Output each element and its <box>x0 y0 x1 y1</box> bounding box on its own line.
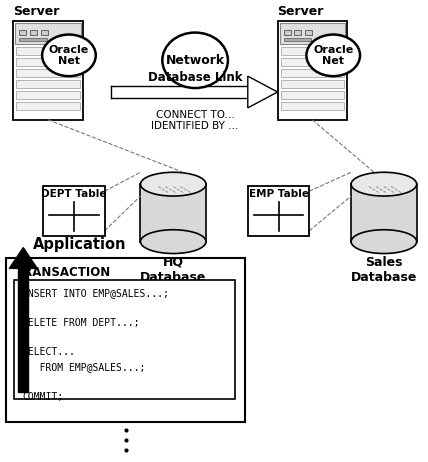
FancyBboxPatch shape <box>281 102 344 110</box>
FancyBboxPatch shape <box>140 184 206 242</box>
Ellipse shape <box>351 230 417 254</box>
FancyBboxPatch shape <box>16 91 80 99</box>
Ellipse shape <box>306 35 360 76</box>
FancyBboxPatch shape <box>43 186 105 236</box>
Text: CONNECT TO...
IDENTIFIED BY ...: CONNECT TO... IDENTIFIED BY ... <box>152 110 239 132</box>
FancyBboxPatch shape <box>16 80 80 88</box>
Ellipse shape <box>42 35 96 76</box>
Text: Oracle
Net: Oracle Net <box>49 44 89 66</box>
FancyBboxPatch shape <box>14 280 235 399</box>
Text: INSERT INTO EMP@SALES...;

DELETE FROM DEPT...;

SELECT...
   FROM EMP@SALES...;: INSERT INTO EMP@SALES...; DELETE FROM DE… <box>22 288 169 402</box>
FancyBboxPatch shape <box>16 69 80 77</box>
Text: Sales
Database: Sales Database <box>351 255 417 284</box>
Text: Database Link: Database Link <box>148 71 242 84</box>
FancyBboxPatch shape <box>16 48 80 55</box>
Text: Application: Application <box>33 237 127 251</box>
Ellipse shape <box>140 172 206 196</box>
FancyBboxPatch shape <box>19 30 26 35</box>
FancyBboxPatch shape <box>281 69 344 77</box>
Text: EMP Table: EMP Table <box>249 189 309 199</box>
FancyBboxPatch shape <box>278 21 347 120</box>
FancyBboxPatch shape <box>281 91 344 99</box>
Polygon shape <box>248 76 278 108</box>
FancyBboxPatch shape <box>306 30 312 35</box>
Ellipse shape <box>351 172 417 196</box>
Text: Server: Server <box>13 5 59 18</box>
FancyBboxPatch shape <box>30 30 37 35</box>
FancyBboxPatch shape <box>294 30 301 35</box>
Text: Oracle
Net: Oracle Net <box>313 44 354 66</box>
FancyBboxPatch shape <box>19 37 47 42</box>
FancyBboxPatch shape <box>111 86 248 98</box>
FancyBboxPatch shape <box>18 268 28 392</box>
FancyBboxPatch shape <box>248 186 309 236</box>
Ellipse shape <box>162 32 228 88</box>
Ellipse shape <box>140 230 206 254</box>
FancyBboxPatch shape <box>283 30 291 35</box>
FancyBboxPatch shape <box>16 58 80 66</box>
FancyBboxPatch shape <box>41 30 48 35</box>
FancyBboxPatch shape <box>6 258 245 422</box>
FancyBboxPatch shape <box>351 184 417 242</box>
FancyBboxPatch shape <box>281 58 344 66</box>
FancyBboxPatch shape <box>281 48 344 55</box>
FancyBboxPatch shape <box>283 37 311 42</box>
Polygon shape <box>9 248 37 268</box>
FancyBboxPatch shape <box>16 102 80 110</box>
Text: TRANSACTION: TRANSACTION <box>16 267 112 280</box>
FancyBboxPatch shape <box>279 23 345 44</box>
FancyBboxPatch shape <box>281 80 344 88</box>
Text: Server: Server <box>278 5 324 18</box>
FancyBboxPatch shape <box>15 23 81 44</box>
Text: HQ
Database: HQ Database <box>140 255 206 284</box>
Text: Network: Network <box>166 54 225 67</box>
FancyBboxPatch shape <box>13 21 83 120</box>
Text: DEPT Table: DEPT Table <box>41 189 107 199</box>
